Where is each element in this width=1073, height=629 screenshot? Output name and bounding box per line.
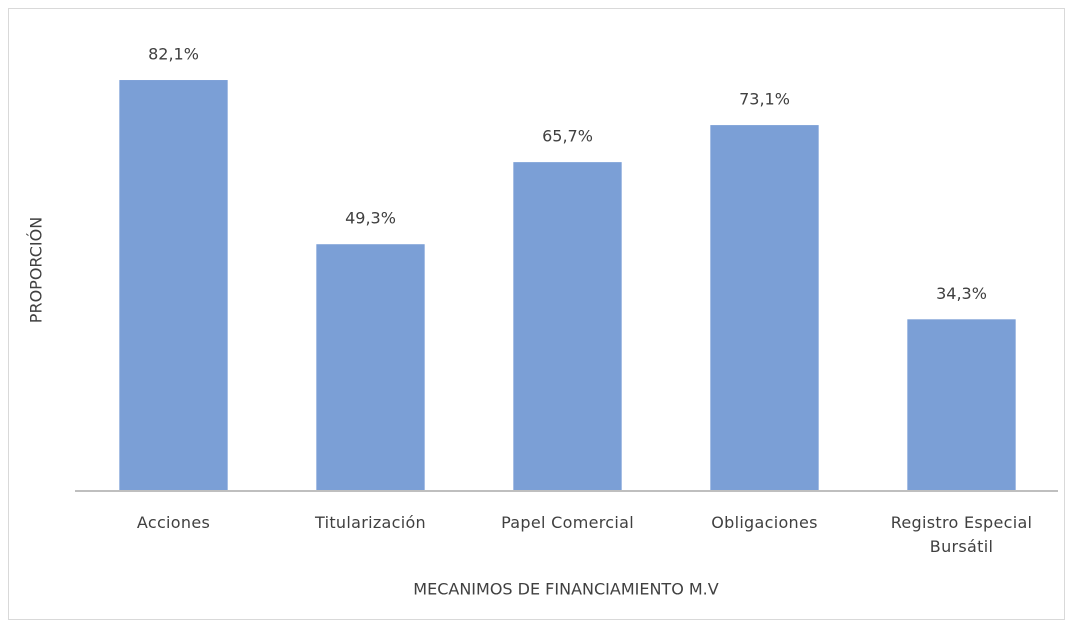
x-tick-label: Papel Comercial	[501, 513, 634, 532]
data-label: 34,3%	[936, 284, 987, 303]
x-axis-title: MECANIMOS DE FINANCIAMIENTO M.V	[413, 580, 718, 599]
bar	[710, 125, 819, 492]
data-label: 82,1%	[148, 45, 199, 64]
bar	[119, 80, 228, 492]
x-tick-label: Registro Especial Bursátil	[890, 513, 1033, 556]
y-axis-title: PROPORCIÓN	[27, 217, 46, 323]
x-tick-label: Acciones	[136, 513, 211, 532]
x-tick-label: Titularización	[315, 513, 426, 532]
bar	[513, 162, 622, 491]
data-label: 73,1%	[739, 90, 790, 109]
bar	[316, 244, 425, 491]
bar	[907, 319, 1016, 491]
chart-border	[8, 8, 1065, 620]
data-label: 49,3%	[345, 209, 396, 228]
data-label: 65,7%	[542, 127, 593, 146]
x-tick-label: Obligaciones	[711, 513, 818, 532]
